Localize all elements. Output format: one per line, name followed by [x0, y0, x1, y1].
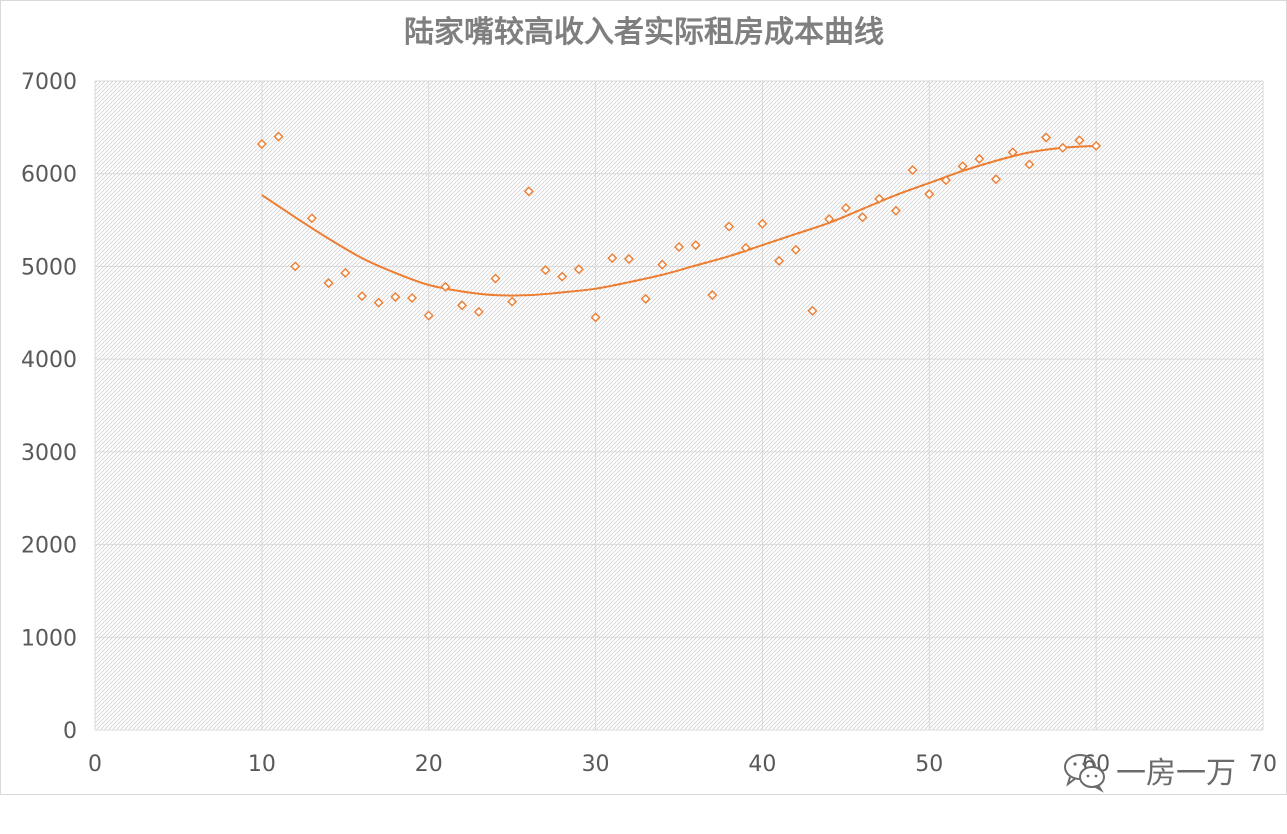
y-tick-label: 5000	[21, 255, 77, 280]
y-tick-label: 7000	[21, 70, 77, 95]
data-point	[1057, 142, 1068, 153]
y-tick-label: 0	[63, 719, 77, 744]
data-point	[373, 297, 384, 308]
trend-layer	[261, 144, 1097, 297]
data-point	[707, 290, 718, 301]
data-point	[890, 205, 901, 216]
data-point	[940, 175, 951, 186]
data-point	[757, 218, 768, 229]
data-point	[256, 139, 267, 150]
data-point	[1024, 159, 1035, 170]
x-tick-label: 50	[915, 752, 943, 777]
x-tick-label: 40	[748, 752, 776, 777]
data-point	[824, 214, 835, 225]
data-point	[790, 244, 801, 255]
data-point	[390, 292, 401, 303]
data-points	[256, 131, 1102, 323]
data-point	[657, 259, 668, 270]
data-point	[306, 213, 317, 224]
y-tick-label: 4000	[21, 348, 77, 373]
x-tick-label: 10	[248, 752, 276, 777]
data-point	[423, 310, 434, 321]
data-point	[674, 241, 684, 252]
data-point	[440, 281, 451, 292]
data-point	[774, 255, 785, 266]
x-tick-label: 70	[1249, 752, 1277, 777]
data-point	[840, 203, 851, 214]
data-point	[573, 264, 584, 275]
data-point	[924, 189, 935, 200]
scatter-chart: 0 1000 2000 3000 4000 5000 6000 7000 0 10 20 30 40 50…	[21, 15, 1277, 777]
y-tick-label: 6000	[21, 163, 77, 188]
data-point	[857, 212, 868, 223]
watermark: 一房一万	[1064, 754, 1236, 793]
data-point	[1091, 140, 1102, 151]
data-point	[907, 165, 918, 175]
watermark-text: 一房一万	[1116, 756, 1236, 791]
data-point	[590, 312, 601, 323]
x-tick-label: 20	[415, 752, 443, 777]
grid-lines	[94, 80, 1264, 731]
data-point	[1007, 147, 1018, 158]
data-point	[623, 254, 634, 265]
y-tick-label: 3000	[21, 441, 77, 466]
data-point	[974, 153, 985, 164]
data-point	[607, 253, 618, 264]
data-point	[1041, 132, 1052, 143]
data-point	[540, 265, 551, 276]
data-point	[1074, 135, 1085, 146]
data-point	[807, 305, 818, 316]
trend-line	[261, 144, 1097, 297]
data-point	[507, 296, 518, 307]
chart-title: 陆家嘴较高收入者实际租房成本曲线	[404, 15, 884, 50]
y-tick-label: 2000	[21, 534, 77, 559]
data-point	[407, 292, 418, 303]
data-point	[991, 174, 1002, 185]
data-point	[490, 273, 501, 284]
data-point	[690, 240, 701, 251]
x-tick-label: 0	[88, 752, 102, 777]
y-tick-label: 1000	[21, 626, 77, 651]
wechat-icon	[1064, 754, 1105, 793]
data-point	[356, 291, 367, 302]
data-point	[557, 271, 568, 282]
plot-area	[95, 81, 1263, 730]
data-point	[273, 131, 284, 142]
tick-labels: 0 1000 2000 3000 4000 5000 6000 7000 0 10 20 30 40 50…	[21, 70, 1277, 777]
data-point	[724, 221, 735, 232]
data-point	[473, 306, 484, 317]
data-point	[740, 242, 751, 253]
chart-frame: 0 1000 2000 3000 4000 5000 6000 7000 0 10 20 30 40 50…	[0, 0, 1287, 795]
data-point	[457, 300, 468, 311]
data-point	[523, 186, 534, 197]
data-point	[640, 293, 651, 304]
x-tick-label: 30	[582, 752, 610, 777]
data-point	[290, 261, 301, 272]
data-point	[874, 193, 885, 204]
data-point	[340, 267, 351, 278]
data-point	[957, 161, 968, 172]
data-point	[323, 278, 334, 289]
